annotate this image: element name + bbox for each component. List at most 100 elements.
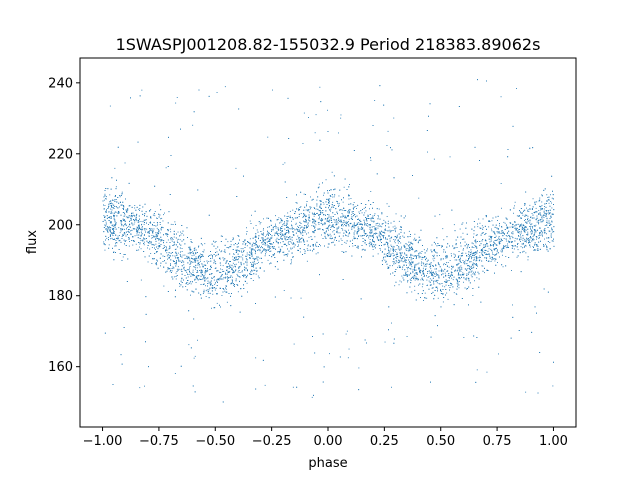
data-point (512, 245, 514, 247)
data-point (468, 265, 469, 266)
data-point (402, 256, 404, 258)
data-point (327, 109, 328, 111)
data-point (104, 249, 106, 251)
data-point (499, 242, 501, 244)
data-point (149, 210, 151, 212)
data-point (232, 258, 234, 260)
data-point (388, 267, 390, 269)
data-point (139, 387, 141, 389)
data-point (246, 227, 247, 229)
data-point (422, 262, 424, 264)
data-point (138, 208, 140, 210)
data-point (340, 117, 342, 119)
data-point (109, 233, 111, 235)
data-point (275, 225, 276, 227)
data-point (288, 241, 290, 242)
data-point (488, 220, 490, 222)
data-point (117, 235, 119, 237)
data-point (336, 224, 338, 225)
data-point (436, 268, 437, 270)
data-point (513, 212, 514, 214)
data-point (359, 223, 361, 225)
data-point (146, 228, 148, 230)
data-point (451, 274, 453, 276)
data-point (283, 251, 285, 253)
data-point (344, 229, 346, 231)
data-point (110, 227, 112, 229)
data-point (195, 282, 197, 283)
data-point (190, 294, 191, 296)
data-point (232, 249, 234, 250)
data-point (528, 241, 530, 242)
data-point (186, 271, 188, 273)
data-point (189, 266, 191, 267)
data-point (498, 353, 499, 355)
data-point (286, 225, 287, 227)
data-point (423, 279, 424, 281)
data-point (539, 227, 541, 229)
data-point (151, 244, 153, 246)
data-point (202, 264, 204, 266)
data-point (207, 283, 208, 284)
data-point (415, 239, 416, 241)
data-point (522, 229, 524, 230)
data-point (225, 288, 227, 290)
data-point (411, 277, 412, 279)
data-point (196, 267, 198, 269)
data-point (118, 212, 120, 214)
data-point (167, 222, 169, 224)
data-point (432, 258, 434, 260)
data-point (103, 208, 105, 210)
data-point (390, 273, 391, 275)
data-point (128, 237, 130, 239)
data-point (500, 183, 502, 184)
data-point (215, 252, 216, 253)
data-point (427, 277, 429, 278)
data-point (105, 228, 107, 230)
data-point (272, 226, 274, 228)
data-point (192, 251, 194, 253)
data-point (486, 371, 488, 373)
data-point (188, 274, 190, 275)
data-point (227, 277, 229, 279)
data-point (302, 143, 304, 144)
data-point (427, 248, 428, 250)
data-point (321, 208, 322, 209)
data-point (534, 202, 536, 204)
data-point (357, 219, 359, 220)
data-point (437, 288, 438, 290)
data-point (441, 246, 442, 248)
data-point (348, 210, 349, 212)
data-point (214, 268, 216, 269)
data-point (373, 241, 375, 243)
data-point (216, 293, 218, 295)
data-point (476, 369, 478, 371)
data-point (544, 225, 546, 226)
data-point (261, 262, 263, 264)
data-point (138, 242, 140, 243)
data-point (302, 216, 304, 218)
data-point (143, 244, 145, 246)
data-point (276, 237, 278, 239)
data-point (227, 272, 229, 273)
data-point (135, 243, 137, 245)
data-point (328, 234, 330, 236)
data-point (446, 246, 448, 248)
data-point (520, 232, 522, 234)
data-point (439, 255, 440, 256)
data-point (245, 255, 246, 257)
data-point (518, 229, 519, 231)
data-point (108, 226, 110, 228)
data-point (453, 292, 455, 294)
data-point (354, 237, 356, 239)
data-point (395, 262, 397, 264)
data-point (192, 124, 194, 126)
data-point (422, 257, 424, 259)
data-point (459, 228, 461, 230)
data-point (474, 263, 476, 264)
data-point (540, 230, 542, 231)
data-point (398, 220, 400, 222)
data-point (157, 245, 159, 247)
data-point (216, 285, 218, 286)
data-point (426, 260, 428, 262)
